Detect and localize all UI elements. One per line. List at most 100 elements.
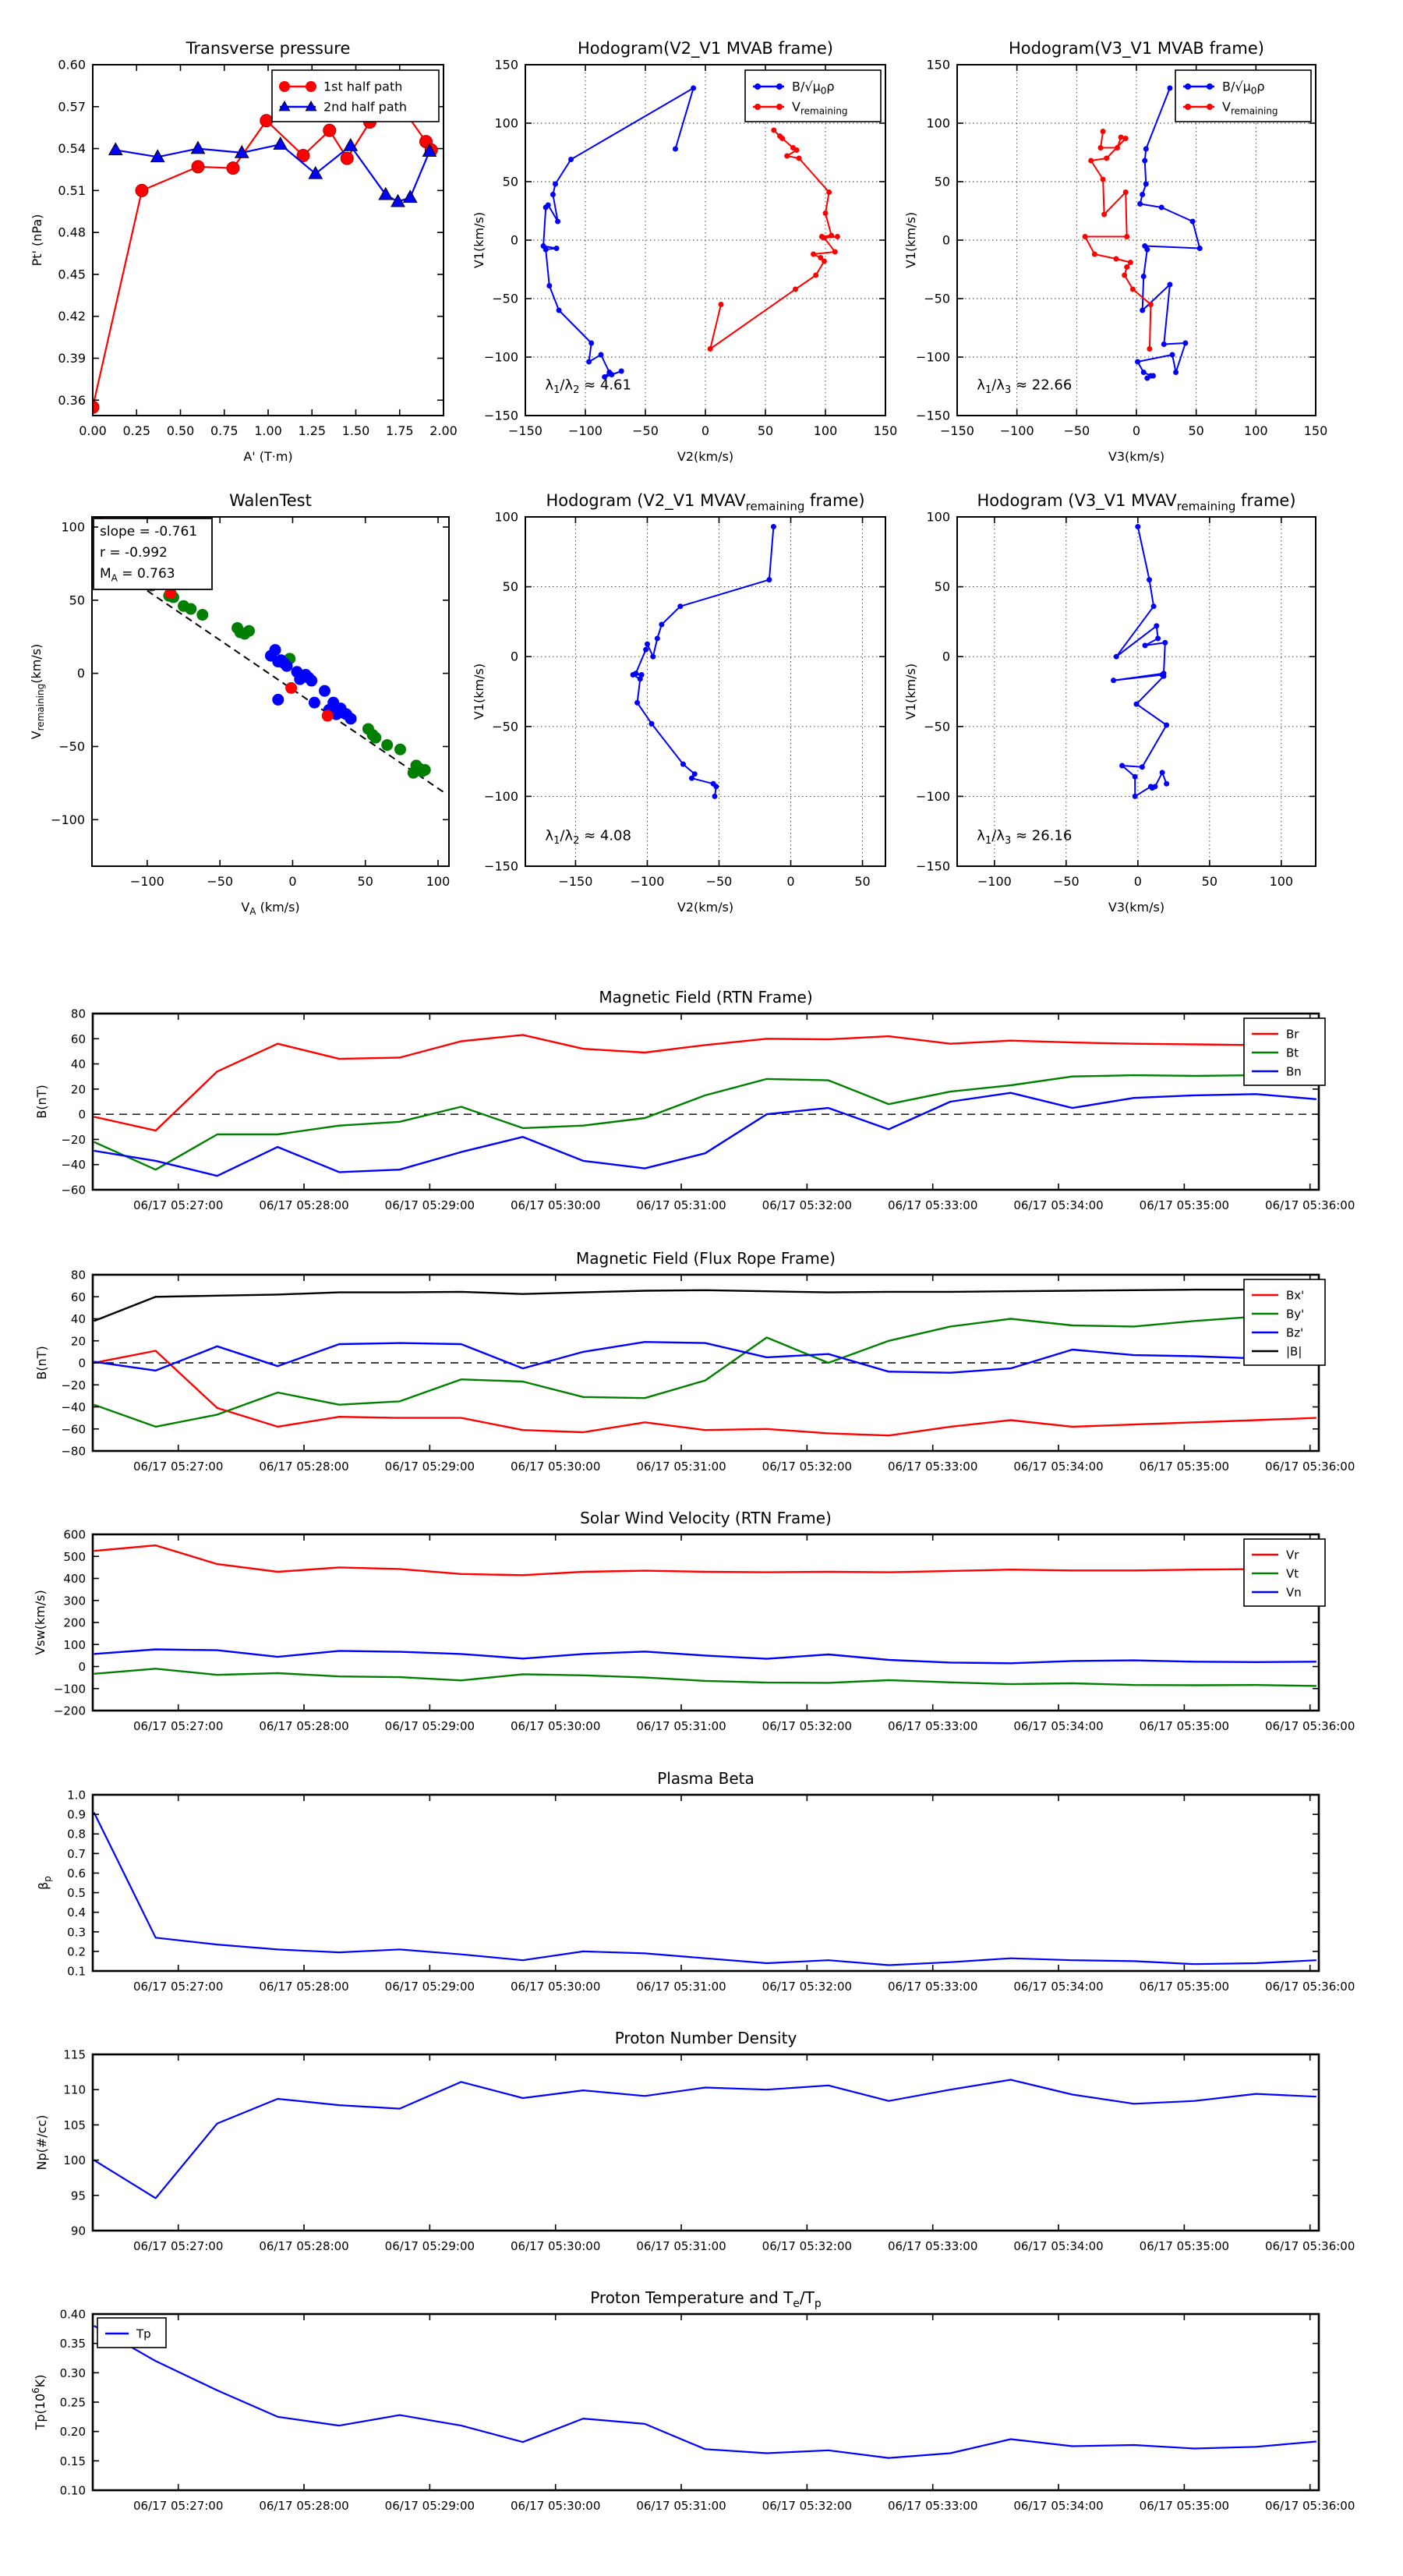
y-tick-label: −40: [61, 1158, 86, 1172]
x-tick-label: 06/17 05:35:00: [1140, 1198, 1229, 1212]
marker: [784, 153, 790, 159]
y-tick-label: 0.4: [67, 1905, 86, 1920]
x-tick-label: 06/17 05:35:00: [1140, 1460, 1229, 1474]
legend: Tp: [97, 2317, 167, 2348]
series-Br: [94, 1034, 1316, 1132]
marker: [707, 346, 713, 352]
series-line-Vn: [94, 1648, 1316, 1665]
plot-frame: [525, 516, 886, 867]
legend-item-1sthalfpath: 1st half path: [279, 80, 402, 94]
marker: [340, 151, 354, 165]
marker: [1144, 375, 1150, 381]
marker: [1147, 577, 1153, 583]
y-tick-label: 0.36: [58, 393, 86, 408]
marker: [834, 234, 840, 239]
y-tick-label: 95: [71, 2189, 86, 2203]
legend-label: Bn: [1286, 1065, 1302, 1079]
chart-walen-test: slope = -0.761 r = -0.992 MA = 0.763 −100 −5…: [29, 491, 450, 917]
series-group: [94, 2079, 1316, 2199]
marker: [718, 302, 724, 307]
x-tick-label: 06/17 05:27:00: [133, 1198, 223, 1212]
y-tick-label: 200: [63, 1616, 86, 1630]
chart-title: Solar Wind Velocity (RTN Frame): [580, 1509, 832, 1527]
y-tick-label: −100: [54, 1682, 86, 1696]
y-axis-label: Tp(106K): [30, 2375, 48, 2431]
marker: [1113, 653, 1119, 660]
y-tick-label: 100: [61, 519, 85, 534]
marker: [1119, 763, 1126, 769]
x-tick-label: 06/17 05:30:00: [511, 2239, 600, 2253]
y-tick-label: 0.5: [67, 1886, 86, 1900]
chart-hodogram-v2v1-mvav: −150 −100 −50 0 50 −150 −100 −50 0 50 100 Hodogram …: [472, 491, 886, 915]
y-tick-label: 300: [63, 1594, 86, 1608]
marker: [1150, 603, 1157, 610]
x-tick-label: 06/17 05:29:00: [385, 2239, 475, 2253]
x-tick-label: 06/17 05:29:00: [385, 1980, 475, 1994]
chart-magnetic-field-flux-rope: 06/17 05:27:00 06/17 05:28:00 06/17 05:29:…: [34, 1249, 1355, 1474]
series-V-remaining-path: [630, 524, 776, 799]
x-tick-label: 06/17 05:32:00: [762, 1198, 852, 1212]
series-group: [630, 524, 776, 799]
marker: [1189, 218, 1196, 225]
marker: [689, 775, 695, 781]
chart-title: Transverse pressure: [186, 39, 351, 58]
series-Vt: [94, 1668, 1316, 1687]
x-tick-label: 1.00: [254, 423, 282, 438]
ticks: 06/17 05:27:00 06/17 05:28:00 06/17 05:29:…: [63, 2048, 1355, 2254]
y-tick-label: −50: [58, 739, 85, 754]
marker: [1111, 678, 1117, 684]
marker: [1140, 307, 1146, 313]
marker: [1114, 145, 1120, 150]
chart-plasma-beta: 06/17 05:27:00 06/17 05:28:00 06/17 05:29:…: [36, 1769, 1355, 1994]
y-tick-label: 20: [71, 1082, 86, 1096]
marker: [1142, 642, 1148, 649]
series-group: [1111, 524, 1170, 799]
series-group: [94, 1288, 1316, 1437]
x-tick-label: 06/17 05:27:00: [133, 1980, 223, 1994]
x-tick-label: −150: [558, 874, 592, 889]
y-tick-label: 50: [935, 175, 950, 189]
legend-box: [271, 69, 440, 122]
legend-item-Bn: Bn: [1252, 1065, 1302, 1079]
y-axis-label: B(nT): [34, 1346, 49, 1379]
legend-item-Vr: Vr: [1252, 1548, 1299, 1562]
series-V-remaining: [707, 127, 840, 352]
series-Vn: [94, 1648, 1316, 1665]
marker: [811, 251, 817, 257]
marker: [634, 699, 641, 706]
x-tick-label: −100: [130, 874, 164, 889]
series-line-By': [94, 1315, 1316, 1428]
marker: [1185, 83, 1191, 90]
marker: [330, 708, 342, 720]
y-tick-label: 150: [926, 58, 950, 73]
y-tick-label: 0.10: [60, 2484, 86, 2498]
legend-item-By': By': [1252, 1307, 1304, 1322]
x-tick-label: 06/17 05:32:00: [762, 1460, 852, 1474]
marker: [1147, 346, 1153, 352]
x-tick-label: 06/17 05:32:00: [762, 1980, 852, 1994]
marker: [1137, 201, 1143, 207]
marker: [793, 147, 800, 153]
chart-title: Proton Number Density: [615, 2029, 797, 2047]
x-tick-label: 1.50: [342, 423, 370, 438]
grid: [957, 65, 1316, 416]
marker: [190, 140, 206, 154]
chart-hodogram-v3v1-mvav: −100 −50 0 50 100 −150 −100 −50 0 50 100 Hodogram (…: [903, 491, 1316, 915]
x-tick-label: 06/17 05:34:00: [1013, 1719, 1103, 1733]
marker: [553, 181, 558, 187]
legend-item-Vt: Vt: [1252, 1567, 1299, 1581]
series-line-fit-line: [118, 570, 446, 794]
y-tick-label: −50: [492, 292, 518, 306]
marker: [680, 761, 686, 767]
x-tick-label: 06/17 05:33:00: [888, 1198, 977, 1212]
plot-frame: [91, 1012, 1320, 1191]
y-axis-label: V1(km/s): [472, 663, 486, 720]
x-tick-label: 06/17 05:29:00: [385, 1460, 475, 1474]
y-tick-label: 50: [503, 175, 518, 189]
marker: [1135, 359, 1141, 365]
x-tick-label: 0: [702, 423, 709, 438]
marker: [691, 771, 698, 777]
series-line-Vt: [94, 1668, 1316, 1687]
series-By': [94, 1315, 1316, 1428]
